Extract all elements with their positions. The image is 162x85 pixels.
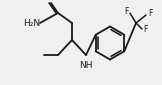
Text: H₂N: H₂N [23,19,40,28]
Text: NH: NH [79,62,93,70]
Text: F: F [124,6,128,15]
Text: O: O [46,0,52,2]
Text: F: F [148,8,152,18]
Text: F: F [143,26,147,35]
